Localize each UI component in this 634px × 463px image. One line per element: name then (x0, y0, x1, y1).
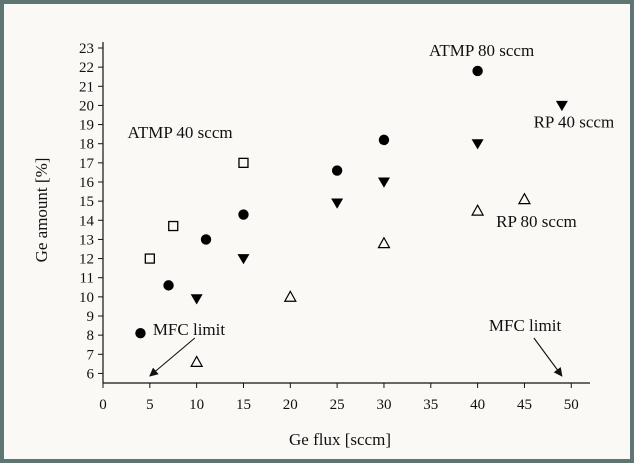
point-rp-80-sccm (517, 192, 531, 205)
y-tick-label: 12 (79, 252, 94, 268)
annotation-atmp-80-sccm: ATMP 80 sccm (429, 41, 534, 60)
x-tick-label: 40 (470, 397, 485, 413)
point-atmp-40-sccm (168, 220, 179, 232)
annotation-atmp-40-sccm: ATMP 40 sccm (127, 123, 232, 142)
point-atmp-80-sccm (331, 165, 343, 176)
annotation-rp-80-sccm: RP 80 sccm (496, 212, 577, 231)
y-tick-label: 15 (79, 194, 94, 210)
point-rp-80-sccm (377, 236, 391, 249)
y-tick-label: 10 (79, 290, 94, 306)
y-tick-label: 17 (79, 156, 95, 172)
y-axis-title: Ge amount [%] (32, 158, 51, 263)
point-atmp-80-sccm (378, 134, 390, 146)
x-axis-title: Ge flux [sccm] (289, 430, 391, 449)
x-tick-label: 30 (376, 397, 391, 413)
y-tick-label: 9 (87, 309, 95, 325)
y-tick-label: 16 (79, 175, 95, 191)
x-tick-label: 0 (99, 397, 107, 413)
y-tick-label: 7 (87, 347, 95, 363)
y-tick-label: 20 (79, 98, 94, 114)
y-tick-label: 11 (80, 271, 94, 287)
point-rp-40-sccm (377, 177, 390, 188)
x-tick-label: 50 (564, 397, 579, 413)
x-tick-label: 35 (423, 397, 438, 413)
annotation-rp-40-sccm: RP 40 sccm (534, 112, 615, 131)
point-rp-40-sccm (555, 100, 568, 112)
point-atmp-40-sccm (238, 157, 249, 169)
point-atmp-80-sccm (238, 209, 249, 220)
x-tick-label: 25 (330, 397, 345, 413)
y-tick-label: 13 (79, 232, 94, 248)
point-rp-40-sccm (331, 198, 344, 209)
point-atmp-80-sccm (135, 328, 146, 339)
x-tick-label: 5 (146, 397, 154, 413)
point-rp-40-sccm (471, 139, 484, 150)
point-atmp-80-sccm (472, 65, 483, 77)
point-rp-80-sccm (190, 355, 204, 367)
mfc-limit-arrow (149, 337, 196, 377)
y-tick-label: 22 (79, 60, 94, 76)
y-tick-label: 18 (79, 137, 94, 153)
annotation-mfc-limit: MFC limit (489, 316, 562, 335)
point-rp-40-sccm (190, 294, 203, 305)
annotation-mfc-limit: MFC limit (153, 320, 226, 339)
mfc-limit-arrow (533, 337, 563, 377)
x-tick-label: 45 (517, 397, 532, 413)
y-tick-label: 21 (79, 79, 94, 95)
point-rp-80-sccm (283, 290, 297, 302)
x-tick-label: 20 (283, 397, 298, 413)
point-rp-80-sccm (471, 203, 485, 216)
x-tick-label: 10 (189, 397, 204, 413)
y-tick-label: 23 (79, 41, 94, 57)
x-tick-label: 15 (236, 397, 251, 413)
y-tick-label: 6 (87, 366, 95, 382)
point-atmp-80-sccm (200, 234, 212, 245)
point-rp-40-sccm (237, 254, 250, 265)
point-atmp-40-sccm (144, 253, 155, 264)
y-tick-label: 8 (87, 328, 95, 344)
y-tick-label: 19 (79, 118, 94, 134)
point-atmp-80-sccm (163, 280, 174, 291)
y-tick-label: 14 (79, 213, 95, 229)
